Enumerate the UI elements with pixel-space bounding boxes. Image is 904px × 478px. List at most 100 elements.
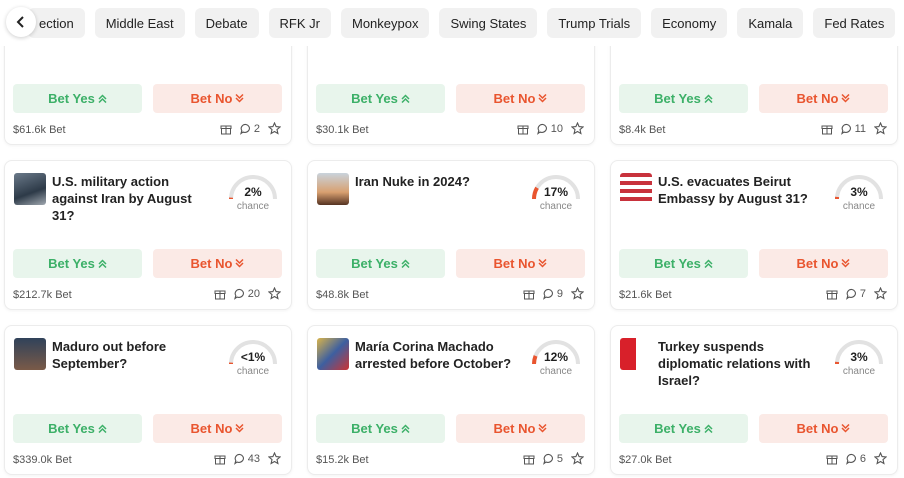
comments[interactable]: 2 bbox=[239, 122, 260, 135]
market-title[interactable]: U.S. evacuates Beirut Embassy by August … bbox=[658, 174, 808, 206]
volume: $61.6k Bet bbox=[13, 124, 66, 136]
comments[interactable]: 20 bbox=[233, 288, 260, 300]
chevron-up-icon bbox=[98, 259, 107, 268]
bet-yes-button[interactable]: Bet Yes bbox=[619, 414, 748, 443]
bet-yes-label: Bet Yes bbox=[654, 421, 701, 436]
comment-count: 10 bbox=[550, 122, 563, 135]
bet-no-button[interactable]: Bet No bbox=[759, 414, 888, 443]
comments[interactable]: 9 bbox=[542, 288, 563, 300]
bet-no-button[interactable]: Bet No bbox=[456, 84, 585, 113]
market-card: U.S. evacuates Beirut Embassy by August … bbox=[610, 160, 898, 310]
chance-percent: 2% bbox=[244, 185, 262, 199]
market-title[interactable]: María Corina Machado arrested before Oct… bbox=[355, 339, 512, 371]
bet-yes-button[interactable]: Bet Yes bbox=[619, 84, 748, 113]
bet-no-button[interactable]: Bet No bbox=[456, 414, 585, 443]
chance-percent: 3% bbox=[850, 350, 868, 364]
card-footer: 6 bbox=[826, 452, 887, 465]
chevron-up-icon bbox=[704, 94, 713, 103]
tab[interactable]: Fed Rates bbox=[813, 8, 896, 38]
star-icon[interactable] bbox=[268, 122, 281, 135]
chevron-up-icon bbox=[98, 424, 107, 433]
bet-no-button[interactable]: Bet No bbox=[153, 84, 282, 113]
star-icon[interactable] bbox=[268, 452, 281, 465]
bet-no-button[interactable]: Bet No bbox=[153, 414, 282, 443]
chevron-up-icon bbox=[704, 424, 713, 433]
tab[interactable]: RFK Jr bbox=[268, 8, 331, 38]
bet-yes-button[interactable]: Bet Yes bbox=[13, 249, 142, 278]
chance-percent: 17% bbox=[543, 185, 569, 199]
gift-icon bbox=[826, 290, 838, 299]
tab[interactable]: Monkeypox bbox=[341, 8, 430, 38]
comments[interactable]: 6 bbox=[845, 453, 866, 465]
market-title[interactable]: Turkey suspends diplomatic relations wit… bbox=[658, 339, 811, 388]
volume: $27.0k Bet bbox=[619, 454, 672, 466]
star-icon[interactable] bbox=[874, 122, 887, 135]
gift-icon bbox=[523, 455, 535, 464]
tab[interactable]: Swing States bbox=[439, 8, 538, 38]
market-title[interactable]: U.S. military action against Iran by Aug… bbox=[52, 174, 192, 223]
comment-icon bbox=[845, 288, 856, 300]
chance-label: chance bbox=[236, 366, 270, 377]
star-icon[interactable] bbox=[874, 287, 887, 300]
star-icon[interactable] bbox=[268, 287, 281, 300]
volume: $212.7k Bet bbox=[13, 289, 72, 301]
chance-gauge bbox=[229, 175, 277, 200]
chevron-up-icon bbox=[401, 424, 410, 433]
bet-yes-button[interactable]: Bet Yes bbox=[316, 249, 445, 278]
bet-no-label: Bet No bbox=[796, 421, 839, 436]
comment-count: 2 bbox=[253, 122, 260, 135]
tab[interactable]: Debate bbox=[194, 8, 259, 38]
bet-no-button[interactable]: Bet No bbox=[759, 84, 888, 113]
tab[interactable]: ection bbox=[28, 8, 85, 38]
gift-icon bbox=[214, 290, 226, 299]
star-icon[interactable] bbox=[571, 452, 584, 465]
star-icon[interactable] bbox=[874, 452, 887, 465]
chevron-down-icon bbox=[235, 424, 244, 433]
bet-no-button[interactable]: Bet No bbox=[153, 249, 282, 278]
comments[interactable]: 7 bbox=[845, 287, 866, 300]
back-icon bbox=[16, 16, 24, 28]
chevron-down-icon bbox=[235, 259, 244, 268]
market-title[interactable]: Iran Nuke in 2024? bbox=[355, 174, 470, 189]
bet-no-label: Bet No bbox=[796, 256, 839, 271]
tab[interactable]: Middle East bbox=[94, 8, 185, 38]
chevron-up-icon bbox=[704, 259, 713, 268]
gift-icon bbox=[214, 455, 226, 464]
star-icon[interactable] bbox=[571, 287, 584, 300]
bet-yes-button[interactable]: Bet Yes bbox=[316, 414, 445, 443]
market-title[interactable]: Maduro out before September? bbox=[52, 339, 167, 371]
bet-no-button[interactable]: Bet No bbox=[456, 249, 585, 278]
bet-no-label: Bet No bbox=[796, 91, 839, 106]
bet-yes-label: Bet Yes bbox=[48, 421, 95, 436]
star-icon[interactable] bbox=[571, 122, 584, 135]
comment-count: 43 bbox=[247, 452, 260, 465]
market-card: Maduro out before September? <1% chance Bet… bbox=[4, 325, 292, 475]
bet-no-label: Bet No bbox=[190, 256, 233, 271]
comments[interactable]: 10 bbox=[536, 122, 563, 135]
market-card: María Corina Machado arrested before Oct… bbox=[307, 325, 595, 475]
comments[interactable]: 5 bbox=[542, 453, 563, 465]
volume: $339.0k Bet bbox=[13, 454, 72, 466]
chance-gauge bbox=[835, 175, 883, 200]
comments[interactable]: 43 bbox=[233, 452, 260, 465]
back-button[interactable] bbox=[6, 7, 36, 37]
tab[interactable]: Economy bbox=[651, 8, 728, 38]
volume: $21.6k Bet bbox=[619, 289, 672, 301]
chevron-up-icon bbox=[98, 94, 107, 103]
card-footer: 2 bbox=[220, 122, 281, 135]
tab[interactable]: Trump Trials bbox=[547, 8, 642, 38]
tab[interactable]: Kamala bbox=[737, 8, 804, 38]
comments[interactable]: 11 bbox=[840, 123, 866, 135]
bet-yes-button[interactable]: Bet Yes bbox=[13, 84, 142, 113]
bet-yes-button[interactable]: Bet Yes bbox=[13, 414, 142, 443]
bet-yes-button[interactable]: Bet Yes bbox=[619, 249, 748, 278]
bet-no-button[interactable]: Bet No bbox=[759, 249, 888, 278]
comment-count: 7 bbox=[859, 287, 866, 300]
bet-yes-button[interactable]: Bet Yes bbox=[316, 84, 445, 113]
chance-label: chance bbox=[539, 201, 573, 212]
bet-no-label: Bet No bbox=[190, 421, 233, 436]
bet-no-label: Bet No bbox=[493, 256, 536, 271]
card-footer: 10 bbox=[517, 122, 584, 135]
bet-yes-label: Bet Yes bbox=[654, 256, 701, 271]
market-card: U.S. military action against Iran by Aug… bbox=[4, 160, 292, 310]
